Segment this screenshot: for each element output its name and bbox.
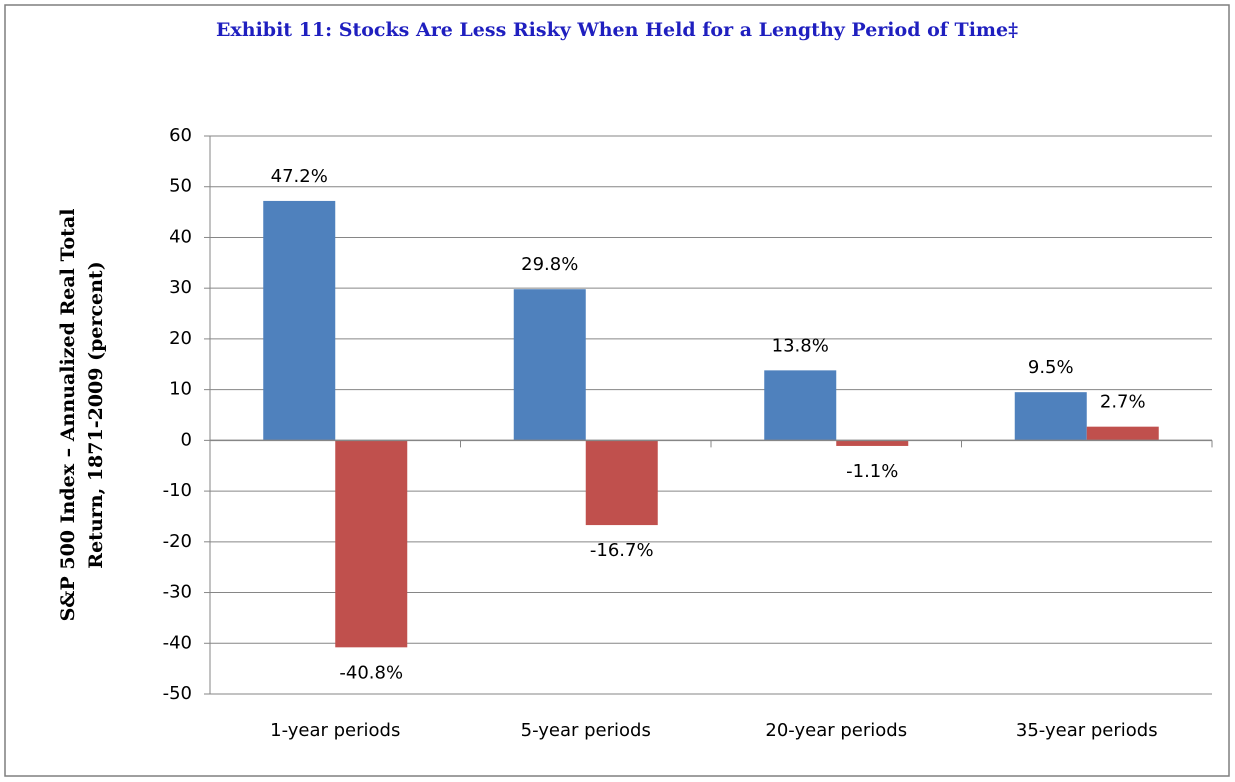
data-label: -1.1% <box>846 461 898 482</box>
y-tick-label: 30 <box>169 277 192 298</box>
y-tick-label: 10 <box>169 379 192 400</box>
bar <box>836 440 909 446</box>
y-tick-label: 20 <box>169 328 192 349</box>
data-label: 29.8% <box>521 254 578 275</box>
y-tick-label: 60 <box>169 125 192 146</box>
bar <box>335 440 408 648</box>
y-tick-label: -20 <box>163 531 192 552</box>
y-tick-label: -30 <box>163 582 192 603</box>
bar <box>1086 426 1159 441</box>
y-tick-label: 50 <box>169 176 192 197</box>
y-axis-label: S&P 500 Index – Annualized Real Total <box>57 209 79 622</box>
chart-frame <box>4 4 1230 777</box>
chart-title: Exhibit 11: Stocks Are Less Risky When H… <box>216 19 1018 41</box>
bar <box>764 370 837 441</box>
y-axis-label: Return, 1871-2009 (percent) <box>85 261 107 568</box>
data-label: -16.7% <box>590 540 654 561</box>
y-tick-label: -10 <box>163 480 192 501</box>
bar <box>513 289 586 441</box>
bar <box>585 440 658 526</box>
data-label: 13.8% <box>772 335 829 356</box>
x-tick-label: 5-year periods <box>521 720 651 741</box>
x-tick-label: 1-year periods <box>270 720 400 741</box>
x-tick-label: 35-year periods <box>1016 720 1158 741</box>
data-label: 2.7% <box>1100 392 1146 413</box>
bar <box>263 200 336 441</box>
x-tick-label: 20-year periods <box>765 720 907 741</box>
data-label: 9.5% <box>1028 357 1074 378</box>
y-tick-label: 0 <box>181 429 192 450</box>
y-tick-label: -50 <box>163 683 192 704</box>
y-tick-label: 40 <box>169 226 192 247</box>
data-label: -40.8% <box>339 662 403 683</box>
data-label: 47.2% <box>271 166 328 187</box>
bar <box>1014 392 1087 441</box>
y-tick-label: -40 <box>163 632 192 653</box>
